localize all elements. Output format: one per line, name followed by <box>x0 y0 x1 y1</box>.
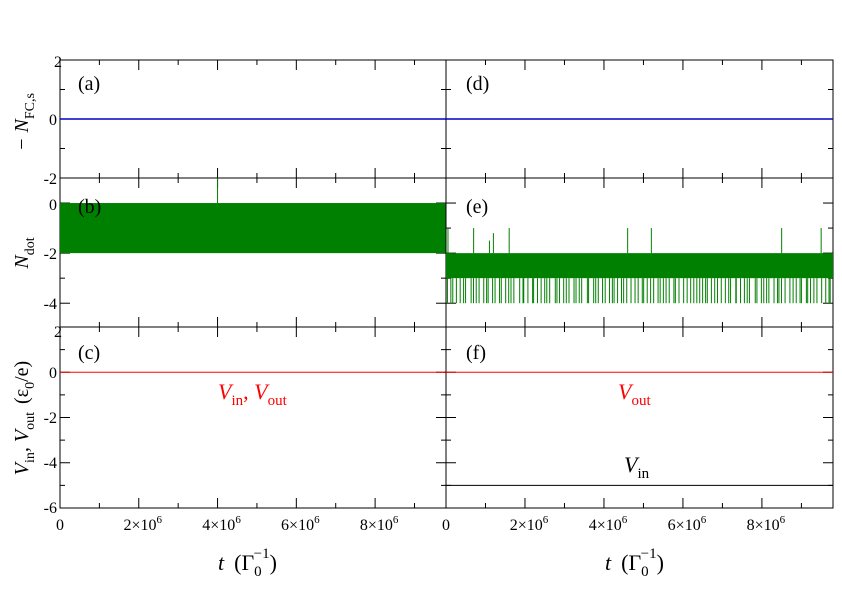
panel-b-band <box>60 203 446 254</box>
xtick-label: 8×106 <box>360 514 399 534</box>
xtick-label: 0 <box>56 517 64 534</box>
panel-c-label: (c) <box>78 342 100 364</box>
xtick-label: 4×106 <box>202 514 241 534</box>
panel-d: (d) <box>445 59 834 179</box>
xtick-label: 8×106 <box>747 514 786 534</box>
xlabel-left: t (Γ0−1) <box>218 546 277 580</box>
panel-a-ylabel: − NFC,s <box>11 93 38 151</box>
panel-e-label: (e) <box>466 196 488 218</box>
panel-f-ticks <box>445 326 833 509</box>
panel-c-frame <box>59 326 447 509</box>
xlabel-right: t (Γ0−1) <box>605 546 664 580</box>
panel-c-ytick-label: -6 <box>44 500 57 517</box>
xtick-label: 6×106 <box>281 514 320 534</box>
panel-b-ytick-label: -4 <box>44 296 57 313</box>
panel-b-ytick-label: 0 <box>49 197 57 214</box>
xtick-label: 6×106 <box>668 514 707 534</box>
panel-e-spikes <box>446 228 831 304</box>
xtick-label: 2×106 <box>124 514 163 534</box>
panel-c-ticks <box>59 326 446 509</box>
panel-a-ytick-label: 2 <box>54 54 62 71</box>
panel-c-ylabel: Vin, Vout(ε0/e) <box>11 361 38 475</box>
panel-c-vin-vout-annotation: Vin, Vout <box>218 379 288 409</box>
panel-b-label: (b) <box>78 196 101 218</box>
panel-c: (c) 2 0 -2 -4 -6 Vin, Vout(ε0/e) Vin, Vo… <box>11 324 447 534</box>
panel-c-ytick-label: -4 <box>44 455 57 472</box>
panel-e: (e) <box>445 177 834 328</box>
xtick-label: 4×106 <box>589 514 628 534</box>
panel-f-vin-annotation: Vin <box>624 452 650 482</box>
panel-a-label: (a) <box>78 73 100 95</box>
panel-c-ytick-label: 0 <box>49 365 57 382</box>
panel-b: (b) 0 -2 -4 Ndot <box>11 177 447 328</box>
panel-c-xtick-labels: 0 2×106 4×106 6×106 8×106 <box>56 514 399 534</box>
panel-e-band <box>446 253 833 279</box>
panel-f-label: (f) <box>466 342 486 364</box>
panel-b-ytick-label: -2 <box>44 246 57 263</box>
panel-f: (f) Vout Vin 0 2×106 4×106 6×106 8×106 <box>442 326 834 534</box>
panel-b-ylabel: Ndot <box>11 237 38 269</box>
panel-a: (a) 2 0 -2 − NFC,s <box>11 54 447 188</box>
panel-c-ytick-label: -2 <box>44 410 57 427</box>
panel-e-ticks <box>445 178 833 327</box>
panel-a-ytick-label: 0 <box>49 112 57 129</box>
panel-f-xtick-labels: 0 2×106 4×106 6×106 8×106 <box>442 514 786 534</box>
xtick-label: 0 <box>442 517 450 534</box>
panel-a-ytick-label: -2 <box>44 171 57 188</box>
panel-d-label: (d) <box>466 73 489 95</box>
panel-c-ytick-label: 2 <box>54 324 62 341</box>
panel-e-frame <box>445 177 834 328</box>
panel-f-vout-annotation: Vout <box>618 379 651 409</box>
xtick-label: 2×106 <box>510 514 549 534</box>
